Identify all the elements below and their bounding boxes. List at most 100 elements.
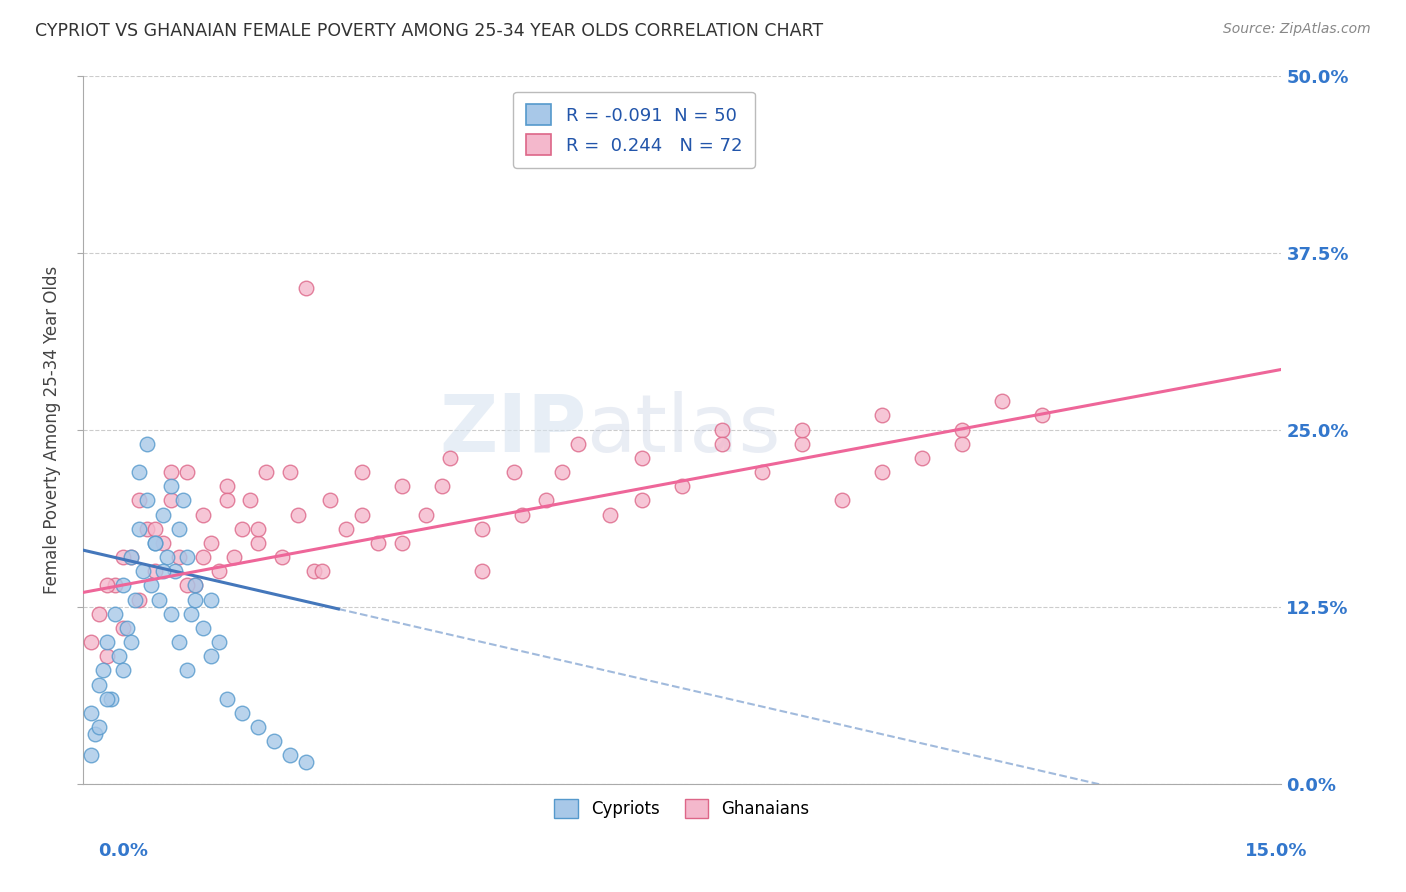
Point xyxy=(128,465,150,479)
Point xyxy=(950,437,973,451)
Point xyxy=(120,550,142,565)
Point xyxy=(231,706,253,720)
Point xyxy=(831,493,853,508)
Point xyxy=(159,479,181,493)
Point xyxy=(215,479,238,493)
Point xyxy=(911,450,934,465)
Point xyxy=(280,465,302,479)
Point xyxy=(124,592,146,607)
Point xyxy=(711,437,734,451)
Point xyxy=(231,522,253,536)
Point xyxy=(367,536,389,550)
Point xyxy=(120,635,142,649)
Point xyxy=(950,423,973,437)
Point xyxy=(471,522,494,536)
Point xyxy=(256,465,278,479)
Point xyxy=(96,635,118,649)
Point xyxy=(247,536,270,550)
Point xyxy=(191,550,214,565)
Text: Source: ZipAtlas.com: Source: ZipAtlas.com xyxy=(1223,22,1371,37)
Point xyxy=(415,508,437,522)
Point xyxy=(180,607,202,621)
Point xyxy=(87,607,110,621)
Point xyxy=(128,522,150,536)
Point xyxy=(671,479,693,493)
Point xyxy=(790,423,813,437)
Point xyxy=(91,664,114,678)
Point xyxy=(183,578,205,592)
Point xyxy=(1031,409,1053,423)
Point xyxy=(100,691,122,706)
Point xyxy=(352,508,374,522)
Text: atlas: atlas xyxy=(586,391,780,468)
Point xyxy=(83,727,105,741)
Text: 0.0%: 0.0% xyxy=(98,842,149,860)
Point xyxy=(215,691,238,706)
Point xyxy=(183,578,205,592)
Point xyxy=(870,409,893,423)
Point xyxy=(790,437,813,451)
Point xyxy=(176,578,198,592)
Point xyxy=(143,536,166,550)
Point xyxy=(200,592,222,607)
Point xyxy=(135,493,157,508)
Point xyxy=(104,578,127,592)
Point xyxy=(176,664,198,678)
Point xyxy=(224,550,246,565)
Text: 15.0%: 15.0% xyxy=(1246,842,1308,860)
Point xyxy=(152,564,174,578)
Point xyxy=(432,479,454,493)
Point xyxy=(503,465,526,479)
Point xyxy=(215,493,238,508)
Point xyxy=(111,578,134,592)
Point xyxy=(335,522,357,536)
Point xyxy=(534,493,557,508)
Point xyxy=(148,592,170,607)
Point xyxy=(143,522,166,536)
Point xyxy=(128,592,150,607)
Point xyxy=(163,564,186,578)
Point xyxy=(87,677,110,691)
Point xyxy=(152,536,174,550)
Point xyxy=(207,564,229,578)
Point xyxy=(143,564,166,578)
Point xyxy=(167,522,190,536)
Point xyxy=(79,635,101,649)
Point xyxy=(311,564,333,578)
Point xyxy=(139,578,162,592)
Point xyxy=(319,493,342,508)
Point xyxy=(131,564,153,578)
Point xyxy=(115,621,138,635)
Point xyxy=(167,550,190,565)
Point xyxy=(191,621,214,635)
Point xyxy=(155,550,177,565)
Point xyxy=(128,493,150,508)
Point xyxy=(352,465,374,479)
Text: ZIP: ZIP xyxy=(439,391,586,468)
Point xyxy=(200,649,222,664)
Point xyxy=(391,479,413,493)
Point xyxy=(176,550,198,565)
Point xyxy=(96,691,118,706)
Point xyxy=(79,706,101,720)
Point xyxy=(295,756,318,770)
Legend: Cypriots, Ghanaians: Cypriots, Ghanaians xyxy=(548,792,817,825)
Point xyxy=(135,522,157,536)
Point xyxy=(172,493,194,508)
Point xyxy=(111,664,134,678)
Point xyxy=(391,536,413,550)
Point xyxy=(239,493,262,508)
Point xyxy=(247,720,270,734)
Point xyxy=(247,522,270,536)
Point xyxy=(263,734,285,748)
Point xyxy=(107,649,129,664)
Point xyxy=(159,465,181,479)
Point xyxy=(280,748,302,763)
Point xyxy=(87,720,110,734)
Point xyxy=(152,508,174,522)
Point xyxy=(271,550,294,565)
Point xyxy=(631,450,654,465)
Point xyxy=(96,578,118,592)
Point xyxy=(295,281,318,295)
Point xyxy=(111,621,134,635)
